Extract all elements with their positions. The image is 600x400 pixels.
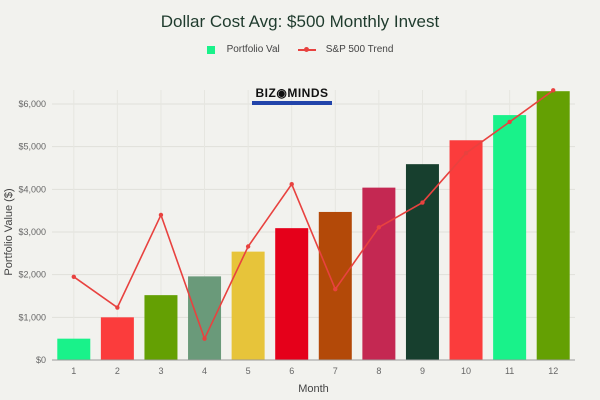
bar-month-1: [57, 338, 91, 360]
trend-point: [376, 225, 382, 230]
x-tick-label: 1: [71, 366, 76, 376]
x-tick-label: 4: [202, 366, 207, 376]
x-tick-label: 8: [376, 366, 381, 376]
trend-point: [289, 182, 294, 187]
x-tick-label: 11: [505, 366, 514, 376]
x-tick-label: 12: [548, 366, 558, 376]
bar-month-5: [231, 251, 265, 360]
x-axis-title: Month: [298, 383, 329, 395]
bar-month-4: [188, 276, 222, 360]
chart-title: Dollar Cost Avg: $500 Monthly Invest: [160, 12, 440, 31]
x-tick-label: 6: [289, 366, 294, 376]
trend-point: [333, 286, 338, 292]
x-tick-label: 5: [246, 366, 251, 376]
y-tick-label: $3,000: [18, 227, 46, 237]
legend-line-label: S&P 500 Trend: [325, 44, 394, 55]
trend-point: [420, 200, 425, 205]
x-tick-label: 7: [333, 366, 338, 376]
bar-month-3: [144, 295, 178, 360]
sp500-trend-line: [73, 89, 554, 341]
trend-point: [507, 119, 512, 125]
x-tick-label: 3: [158, 366, 163, 376]
trend-point: [245, 244, 251, 249]
y-axis-title: Portfolio Value ($): [3, 188, 15, 275]
bar-month-6: [275, 228, 309, 360]
legend-line-swatch: [297, 46, 316, 52]
watermark-logo: BIZ◉MINDS: [252, 86, 332, 105]
logo-text: BIZ◉MINDS: [255, 86, 329, 100]
trend-point: [202, 336, 207, 341]
legend-bar-swatch: [206, 45, 215, 54]
bar-month-7: [318, 211, 352, 360]
trend-point: [71, 274, 76, 279]
logo-underline: [252, 101, 332, 105]
y-tick-label: $4,000: [18, 184, 46, 194]
x-tick-label: 2: [115, 366, 120, 376]
y-tick-label: $1,000: [18, 312, 46, 322]
y-tick-label: $0: [36, 355, 46, 365]
y-tick-label: $5,000: [18, 142, 46, 152]
bar-month-10: [449, 140, 483, 360]
x-tick-label: 10: [461, 366, 471, 376]
bar-month-12: [536, 91, 570, 360]
bar-month-2: [100, 317, 134, 360]
y-tick-label: $2,000: [18, 270, 46, 280]
trend-point: [158, 212, 164, 218]
bar-month-11: [493, 115, 527, 361]
y-tick-label: $6,000: [18, 99, 46, 109]
legend-bar-label: Portfolio Val: [226, 44, 280, 55]
trend-point: [115, 305, 120, 310]
x-tick-label: 9: [420, 366, 425, 376]
trend-point: [551, 88, 556, 93]
legend: Portfolio Val S&P 500 Trend: [0, 44, 600, 55]
bar-month-9: [405, 164, 439, 360]
trend-point: [463, 150, 469, 156]
bar-month-8: [362, 187, 396, 360]
